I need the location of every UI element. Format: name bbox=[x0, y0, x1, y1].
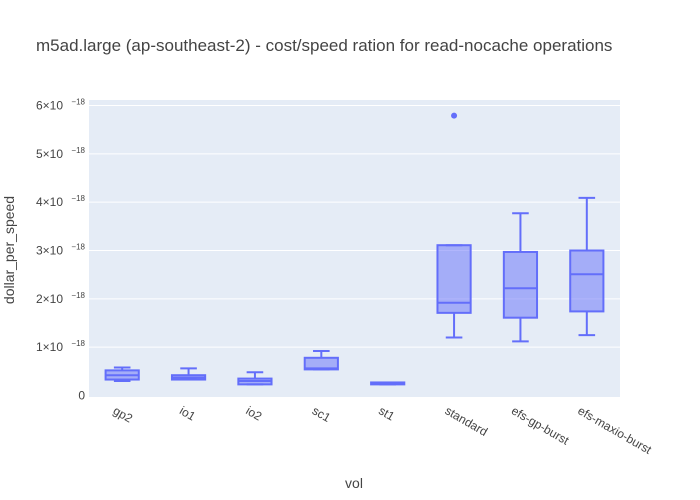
box-series bbox=[104, 112, 605, 386]
outlier-point bbox=[451, 112, 458, 119]
y-axis-title: dollar_per_speed bbox=[1, 196, 17, 304]
y-tick-exponent: −18 bbox=[71, 339, 85, 348]
box-sc1 bbox=[303, 350, 339, 371]
x-tick-label: st1 bbox=[376, 403, 397, 423]
box-io1 bbox=[170, 367, 207, 381]
x-tick-label: gp2 bbox=[111, 403, 136, 425]
box-efs-gp-burst bbox=[502, 212, 539, 343]
iqr-box bbox=[569, 249, 605, 313]
y-tick-exponent: −18 bbox=[71, 291, 85, 300]
box-standard bbox=[436, 112, 472, 339]
x-tick-label: io2 bbox=[243, 403, 264, 423]
box-efs-maxio-burst bbox=[569, 196, 605, 337]
x-tick-label: io1 bbox=[177, 403, 198, 423]
iqr-box bbox=[436, 244, 472, 314]
x-axis-title: vol bbox=[345, 475, 363, 491]
y-gridlines bbox=[89, 105, 620, 348]
y-tick-label: 1×10 bbox=[36, 340, 63, 354]
y-tick-exponent: −18 bbox=[71, 194, 85, 203]
y-axis-ticks: 0 1×10 −18 2×10 −18 3×10 −18 4×10 −18 5×10 −18 6×10… bbox=[36, 98, 86, 403]
y-tick-label: 5×10 bbox=[36, 147, 63, 161]
box-gp2 bbox=[104, 366, 140, 383]
x-tick-label: sc1 bbox=[310, 403, 333, 425]
y-tick-label: 2×10 bbox=[36, 292, 63, 306]
y-tick-label: 4×10 bbox=[36, 195, 63, 209]
iqr-box bbox=[502, 250, 539, 319]
y-tick-label: 0 bbox=[78, 389, 85, 403]
chart-title: m5ad.large (ap-southeast-2) - cost/speed… bbox=[36, 36, 612, 55]
y-tick-exponent: −18 bbox=[71, 146, 85, 155]
x-tick-label: standard bbox=[443, 403, 490, 438]
x-axis-ticks: gp2 io1 io2 sc1 st1 standard efs-gp-burst efs-m… bbox=[111, 403, 655, 457]
y-tick-exponent: −18 bbox=[71, 98, 85, 107]
box-st1 bbox=[370, 381, 406, 386]
box-io2 bbox=[237, 371, 273, 386]
y-tick-label: 3×10 bbox=[36, 244, 63, 258]
y-tick-exponent: −18 bbox=[71, 243, 85, 252]
plot-background bbox=[89, 100, 620, 397]
x-tick-label: efs-maxio-burst bbox=[575, 403, 654, 457]
x-tick-label: efs-gp-burst bbox=[509, 403, 572, 447]
y-tick-label: 6×10 bbox=[36, 99, 63, 113]
